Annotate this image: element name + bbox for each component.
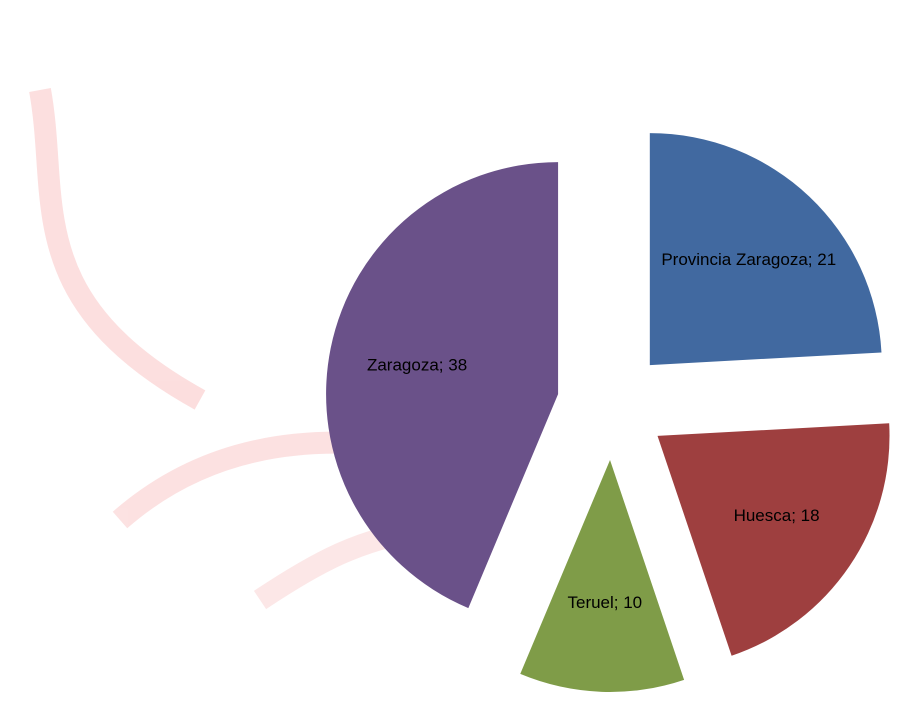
pie-slice	[520, 459, 685, 692]
data-label: Provincia Zaragoza; 21	[661, 250, 836, 269]
pie-slice	[649, 133, 882, 366]
pie-slice	[326, 162, 559, 609]
pie-slice	[657, 423, 890, 656]
data-label: Zaragoza; 38	[367, 355, 467, 374]
data-label: Teruel; 10	[567, 593, 642, 612]
data-label: Huesca; 18	[734, 506, 820, 525]
